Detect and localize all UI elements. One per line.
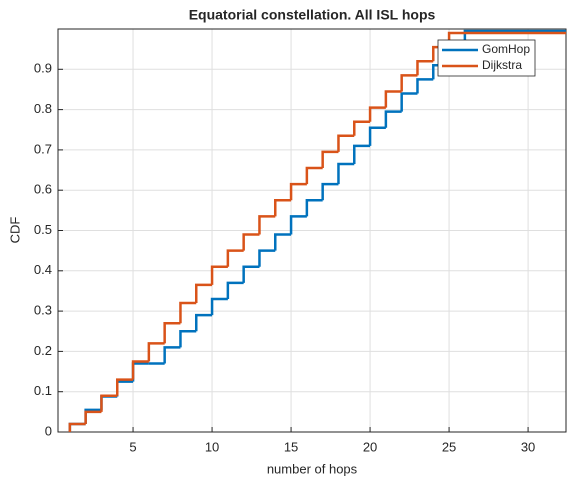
y-tick-label: 0.6 bbox=[34, 182, 52, 197]
step-segment bbox=[416, 78, 434, 94]
step-segment bbox=[337, 162, 355, 185]
step-segment bbox=[210, 265, 228, 285]
step-segment bbox=[368, 126, 386, 146]
x-tick-label: 10 bbox=[205, 439, 219, 454]
legend-box bbox=[437, 39, 536, 77]
x-tick-label: 20 bbox=[363, 439, 377, 454]
step-segment bbox=[84, 410, 102, 424]
step-segment bbox=[416, 59, 434, 76]
step-segment bbox=[274, 233, 292, 251]
step-segment bbox=[100, 394, 118, 412]
axes-box bbox=[57, 28, 567, 433]
step-segment bbox=[305, 199, 323, 217]
legend-label: GomHop bbox=[482, 42, 530, 56]
step-segment bbox=[147, 342, 165, 362]
step-segment bbox=[321, 182, 339, 201]
step-segment bbox=[289, 182, 307, 201]
y-tick-label: 0.4 bbox=[34, 262, 52, 277]
y-tick-label: 0.1 bbox=[34, 383, 52, 398]
y-tick-label: 0.5 bbox=[34, 222, 52, 237]
step-segment bbox=[242, 233, 260, 251]
step-segment bbox=[195, 283, 213, 304]
y-tick-label: 0.7 bbox=[34, 141, 52, 156]
step-segment bbox=[179, 330, 197, 348]
legend-label: Dijkstra bbox=[482, 58, 522, 72]
y-tick-label: 0.9 bbox=[34, 61, 52, 76]
step-segment bbox=[305, 166, 323, 185]
step-segment bbox=[163, 321, 181, 344]
step-segment bbox=[195, 313, 213, 332]
x-tick-label: 30 bbox=[521, 439, 535, 454]
step-segment bbox=[384, 90, 402, 108]
step-segment bbox=[337, 134, 355, 152]
step-segment bbox=[179, 301, 197, 324]
step-segment bbox=[116, 378, 134, 396]
step-segment bbox=[400, 92, 418, 112]
step-segment bbox=[258, 215, 276, 235]
step-segment bbox=[258, 249, 276, 267]
chart-title: Equatorial constellation. All ISL hops bbox=[189, 7, 436, 23]
step-segment bbox=[289, 215, 307, 235]
y-tick-label: 0.2 bbox=[34, 343, 52, 358]
step-segment bbox=[353, 120, 371, 136]
y-tick-label: 0 bbox=[45, 423, 52, 438]
step-segment bbox=[321, 150, 339, 169]
step-segment bbox=[68, 422, 86, 432]
step-segment bbox=[242, 265, 260, 283]
step-segment bbox=[131, 360, 149, 380]
y-axis-label: CDF bbox=[7, 217, 22, 244]
x-tick-label: 25 bbox=[442, 439, 456, 454]
y-tick-label: 0.3 bbox=[34, 303, 52, 318]
step-segment bbox=[226, 281, 244, 300]
x-tick-label: 5 bbox=[129, 439, 136, 454]
step-segment bbox=[274, 199, 292, 217]
x-tick-label: 15 bbox=[284, 439, 298, 454]
step-segment bbox=[400, 74, 418, 92]
step-segment bbox=[368, 106, 386, 122]
step-segment bbox=[163, 346, 181, 364]
step-segment bbox=[226, 249, 244, 267]
y-tick-label: 0.8 bbox=[34, 101, 52, 116]
x-axis-label: number of hops bbox=[267, 461, 358, 476]
step-segment bbox=[353, 144, 371, 165]
step-segment bbox=[384, 110, 402, 128]
step-segment bbox=[210, 297, 228, 316]
